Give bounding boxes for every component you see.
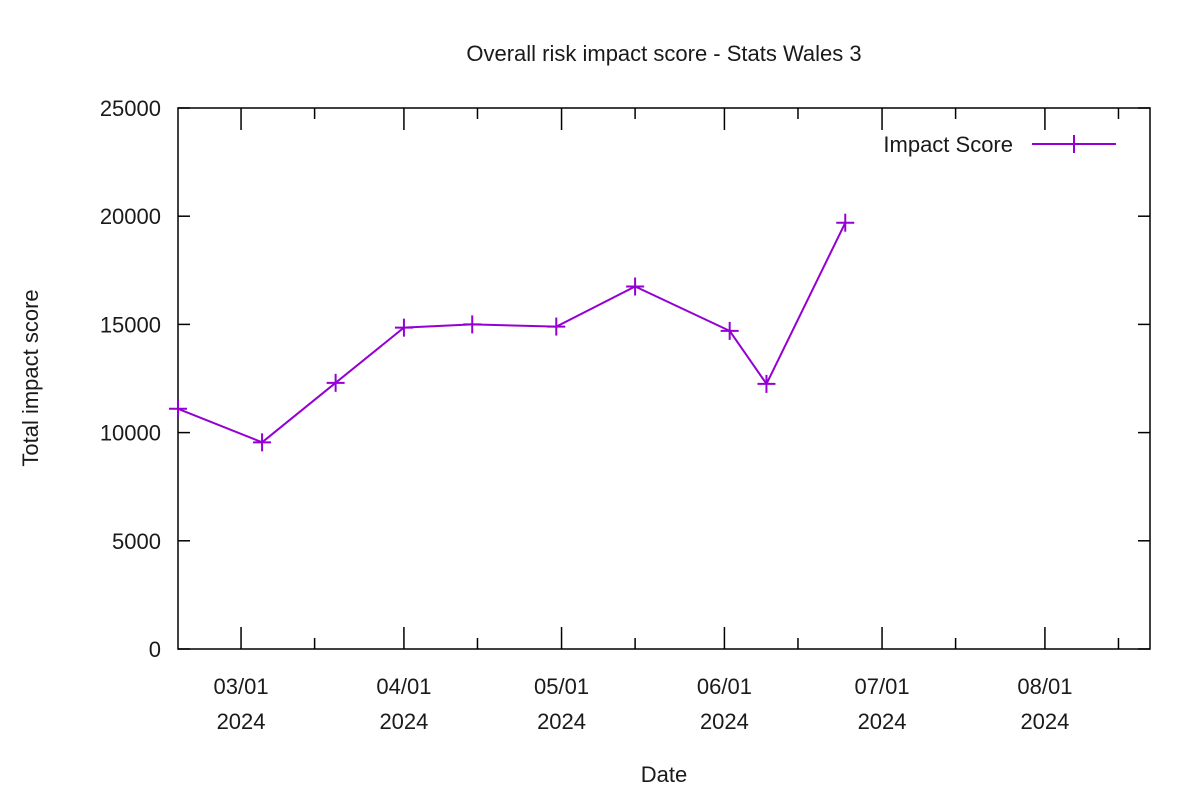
x-tick-label: 06/01	[697, 674, 752, 699]
x-tick-label: 08/01	[1017, 674, 1072, 699]
legend-label: Impact Score	[883, 132, 1013, 157]
data-point	[463, 315, 482, 334]
chart-title: Overall risk impact score - Stats Wales …	[466, 41, 861, 66]
y-tick-label: 0	[149, 637, 161, 662]
data-point	[626, 277, 645, 296]
y-axis: 0 5000 10000 15000 20000 25000	[100, 96, 1150, 662]
x-axis: 03/01 2024 04/01 2024 05/01 2024 06/01 2024 07/0…	[214, 108, 1120, 734]
x-tick-label-year: 2024	[700, 709, 749, 734]
y-tick-label: 20000	[100, 204, 161, 229]
x-tick-label: 05/01	[534, 674, 589, 699]
legend: Impact Score	[883, 132, 1116, 157]
x-tick-label-year: 2024	[217, 709, 266, 734]
y-tick-label: 15000	[100, 312, 161, 337]
data-point	[836, 213, 855, 232]
x-tick-label-year: 2024	[379, 709, 428, 734]
data-point	[757, 374, 776, 393]
series-line-impact-score	[177, 222, 847, 444]
data-point	[547, 317, 566, 336]
x-tick-label-year: 2024	[858, 709, 907, 734]
x-axis-label: Date	[641, 762, 687, 787]
data-point	[169, 399, 187, 418]
y-tick-label: 10000	[100, 421, 161, 446]
x-tick-label: 03/01	[214, 674, 269, 699]
data-point	[394, 318, 413, 337]
plot-frame	[177, 107, 1151, 650]
data-point	[720, 321, 739, 340]
x-tick-label-year: 2024	[1020, 709, 1069, 734]
x-tick-label-year: 2024	[537, 709, 586, 734]
series-layer	[169, 213, 855, 452]
y-tick-label: 5000	[112, 529, 161, 554]
data-point	[326, 373, 345, 392]
data-point	[253, 433, 272, 452]
y-tick-label: 25000	[100, 96, 161, 121]
x-tick-label: 04/01	[376, 674, 431, 699]
y-axis-label: Total impact score	[18, 289, 43, 466]
x-tick-label: 07/01	[855, 674, 910, 699]
